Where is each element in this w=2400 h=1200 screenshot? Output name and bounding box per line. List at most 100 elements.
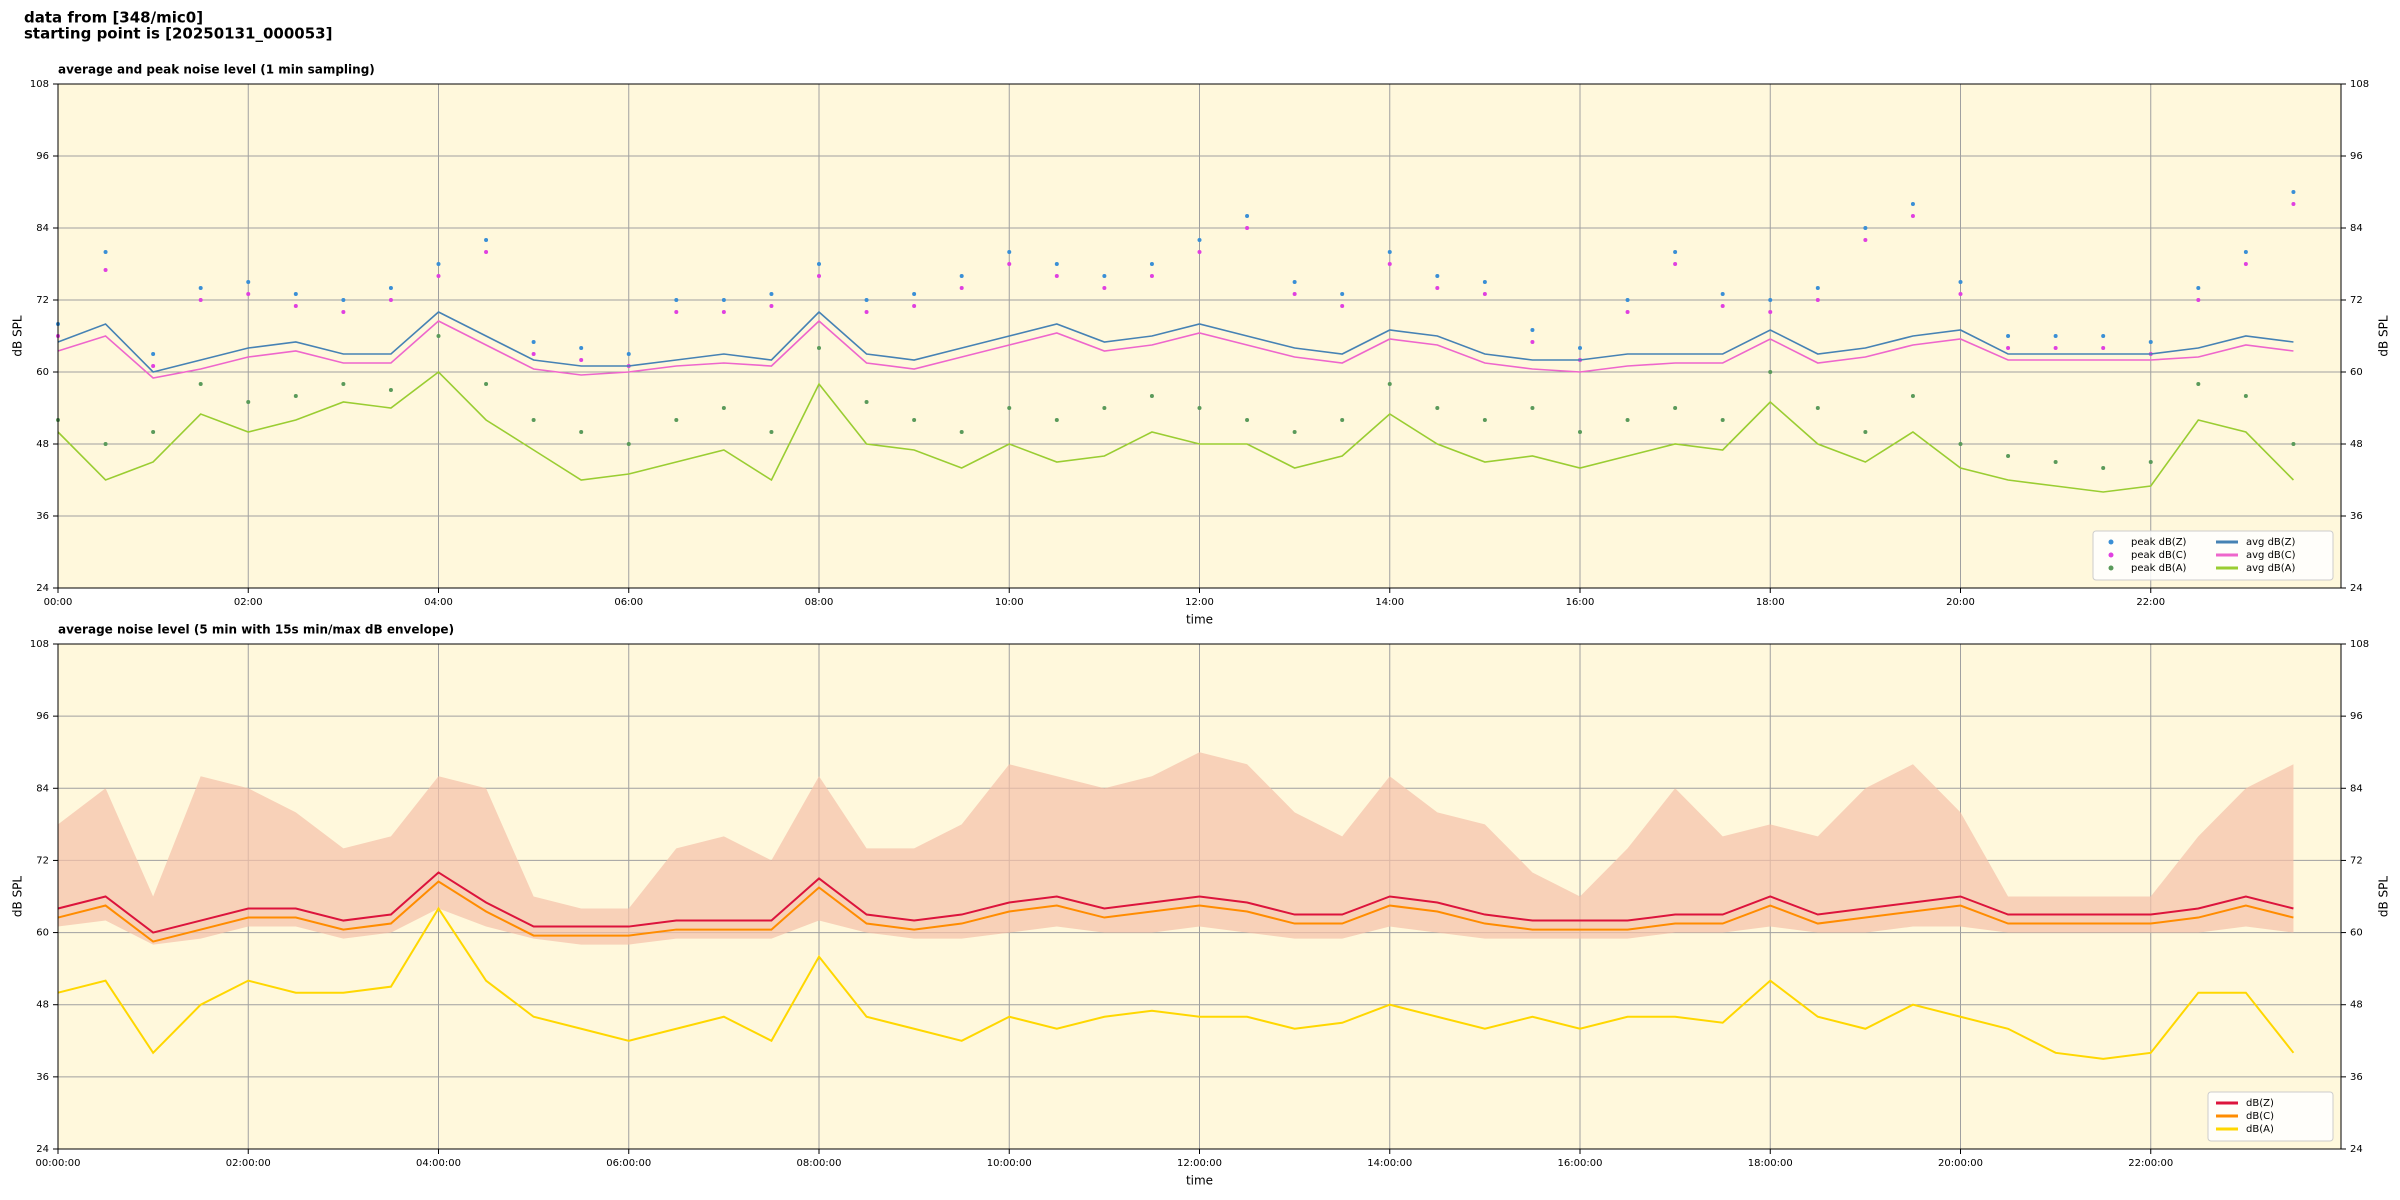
peak-point bbox=[2006, 454, 2011, 458]
x-tick-label: 18:00:00 bbox=[1748, 1158, 1793, 1169]
peak-point bbox=[1720, 292, 1725, 296]
peak-point bbox=[2101, 334, 2106, 338]
peak-point bbox=[1958, 442, 1963, 446]
y-tick-label: 84 bbox=[2350, 223, 2363, 234]
peak-point bbox=[293, 304, 298, 308]
peak-point bbox=[1720, 304, 1725, 308]
peak-point bbox=[1673, 406, 1678, 410]
peak-point bbox=[293, 394, 298, 398]
peak-point bbox=[1245, 214, 1250, 218]
y-tick-label: 60 bbox=[2350, 928, 2363, 939]
peak-point bbox=[2148, 460, 2153, 464]
x-tick-label: 10:00 bbox=[995, 597, 1024, 608]
plot-title: average and peak noise level (1 min samp… bbox=[58, 63, 375, 77]
peak-point bbox=[2291, 190, 2296, 194]
peak-point bbox=[2101, 466, 2106, 470]
peak-point bbox=[246, 400, 251, 404]
x-axis-label: time bbox=[1186, 613, 1213, 627]
peak-point bbox=[436, 334, 441, 338]
peak-point bbox=[198, 382, 203, 386]
peak-point bbox=[817, 346, 821, 350]
y-tick-label: 24 bbox=[2350, 583, 2363, 594]
legend-marker bbox=[2108, 552, 2114, 558]
series-line bbox=[57, 880, 2294, 943]
x-tick-label: 16:00 bbox=[1566, 597, 1595, 608]
peak-point bbox=[1387, 250, 1392, 254]
peak-point bbox=[864, 310, 869, 314]
peak-point bbox=[1768, 310, 1773, 314]
x-tick-label: 08:00 bbox=[805, 597, 834, 608]
x-tick-label: 02:00:00 bbox=[226, 1158, 271, 1169]
y-tick-label: 96 bbox=[2350, 711, 2363, 722]
peak-point bbox=[103, 250, 108, 254]
peak-point bbox=[293, 292, 298, 296]
y-tick-label: 108 bbox=[30, 639, 49, 650]
peak-point bbox=[1482, 292, 1487, 296]
y-tick-label: 48 bbox=[2350, 1000, 2363, 1011]
legend-label: dB(Z) bbox=[2246, 1098, 2274, 1109]
peak-point bbox=[341, 382, 346, 386]
peak-point bbox=[769, 430, 774, 434]
x-tick-label: 10:00:00 bbox=[987, 1158, 1032, 1169]
y-tick-label: 60 bbox=[36, 367, 49, 378]
peak-point bbox=[1387, 382, 1392, 386]
peak-point bbox=[1102, 286, 1107, 290]
y-tick-label: 36 bbox=[36, 511, 49, 522]
peak-point bbox=[769, 292, 774, 296]
y-tick-label: 96 bbox=[36, 151, 49, 162]
peak-point bbox=[1863, 238, 1868, 242]
peak-point bbox=[1435, 406, 1440, 410]
envelope-area bbox=[58, 752, 2294, 945]
y-tick-label: 36 bbox=[2350, 1072, 2363, 1083]
y-tick-label: 84 bbox=[36, 783, 49, 794]
y-tick-label: 72 bbox=[2350, 295, 2363, 306]
peak-point bbox=[1340, 418, 1345, 422]
y-tick-label: 36 bbox=[36, 1072, 49, 1083]
legend-label: peak dB(Z) bbox=[2131, 537, 2187, 548]
y-axis-label: dB SPL bbox=[2377, 876, 2391, 918]
peak-point bbox=[1149, 394, 1154, 398]
peak-point bbox=[1910, 214, 1915, 218]
peak-point bbox=[1625, 418, 1630, 422]
legend-label: avg dB(C) bbox=[2246, 550, 2296, 561]
peak-point bbox=[959, 286, 964, 290]
peak-point bbox=[103, 268, 108, 272]
peak-point bbox=[1673, 262, 1678, 266]
x-tick-label: 18:00 bbox=[1756, 597, 1785, 608]
peak-point bbox=[1197, 238, 1202, 242]
peak-point bbox=[151, 430, 156, 434]
x-tick-label: 00:00 bbox=[44, 597, 73, 608]
peak-point bbox=[484, 238, 489, 242]
peak-point bbox=[341, 298, 346, 302]
peak-point bbox=[2101, 346, 2106, 350]
peak-point bbox=[959, 430, 964, 434]
y-tick-label: 24 bbox=[36, 583, 49, 594]
peak-point bbox=[1625, 310, 1630, 314]
y-axis-label: dB SPL bbox=[11, 315, 25, 357]
legend-box bbox=[2092, 530, 2334, 581]
peak-point bbox=[912, 418, 917, 422]
peak-point bbox=[2196, 298, 2201, 302]
peak-point bbox=[2291, 202, 2296, 206]
x-tick-label: 04:00:00 bbox=[416, 1158, 461, 1169]
peak-point bbox=[1340, 292, 1345, 296]
peak-point bbox=[2243, 394, 2248, 398]
legend-label: dB(C) bbox=[2246, 1111, 2274, 1122]
x-axis-label: time bbox=[1186, 1174, 1213, 1188]
peak-point bbox=[1530, 328, 1535, 332]
y-axis-label: dB SPL bbox=[11, 876, 25, 918]
peak-point bbox=[1387, 262, 1392, 266]
peak-point bbox=[1958, 292, 1963, 296]
peak-point bbox=[817, 274, 821, 278]
x-tick-label: 20:00:00 bbox=[1938, 1158, 1983, 1169]
peak-point bbox=[1245, 226, 1250, 230]
peak-point bbox=[721, 310, 726, 314]
series-line bbox=[57, 370, 2295, 493]
peak-point bbox=[531, 352, 536, 356]
peak-point bbox=[1482, 418, 1487, 422]
peak-point bbox=[1102, 406, 1107, 410]
peak-point bbox=[579, 346, 584, 350]
peak-point bbox=[531, 340, 536, 344]
y-tick-label: 84 bbox=[2350, 783, 2363, 794]
legend-label: peak dB(C) bbox=[2131, 550, 2187, 561]
